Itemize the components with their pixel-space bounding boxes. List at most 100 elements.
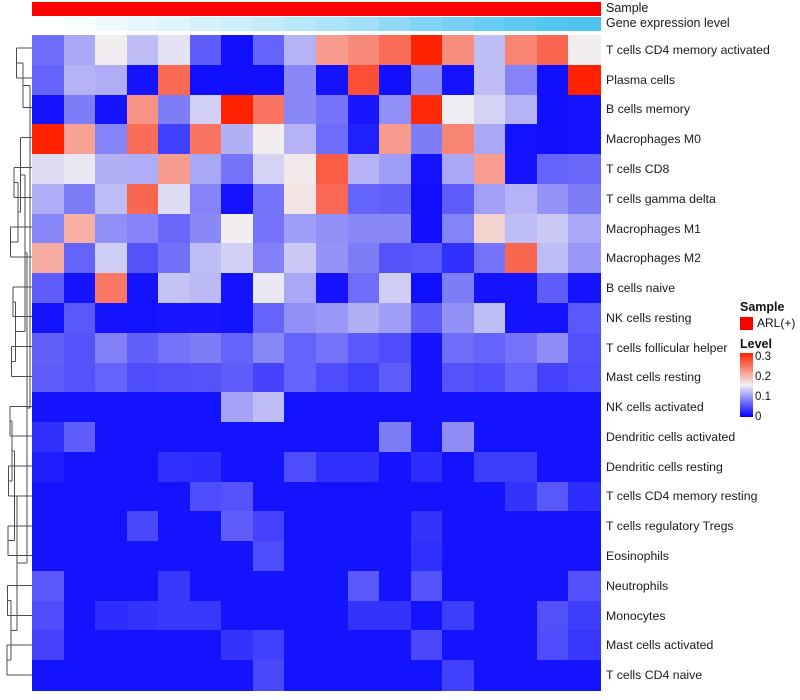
annotation-cell-gene-expression — [379, 17, 412, 31]
heatmap-cell — [158, 451, 191, 483]
heatmap-cell — [284, 660, 317, 691]
dendrogram-svg — [6, 47, 32, 676]
heatmap-cell — [95, 273, 128, 304]
annotation-bar-gene-expression — [32, 17, 601, 31]
annotation-cell-sample — [442, 2, 475, 16]
heatmap-row-label: T cells CD4 memory activated — [606, 42, 770, 57]
heatmap-cell — [32, 451, 65, 483]
heatmap-cell — [32, 422, 65, 453]
heatmap-cell — [347, 183, 380, 215]
heatmap-cell — [473, 541, 506, 572]
heatmap-cell — [221, 630, 254, 661]
heatmap-cell — [95, 332, 128, 364]
heatmap-cell — [410, 124, 443, 155]
heatmap-cell — [284, 570, 317, 602]
heatmap-cell — [189, 541, 222, 572]
heatmap-cell — [473, 332, 506, 364]
heatmap-row-label: Macrophages M0 — [606, 132, 702, 147]
heatmap-cell — [505, 481, 538, 512]
heatmap-cell — [284, 511, 317, 542]
heatmap-cell — [568, 451, 601, 483]
heatmap-cell — [63, 600, 96, 632]
heatmap-cell — [505, 511, 538, 542]
heatmap-cell — [442, 94, 475, 125]
heatmap-cell — [158, 94, 191, 125]
heatmap-cell — [347, 243, 380, 274]
heatmap-cell — [126, 124, 159, 155]
heatmap-cell — [63, 541, 96, 572]
annotation-cell-sample — [32, 2, 65, 16]
heatmap-cell — [379, 273, 412, 304]
heatmap-cell — [32, 570, 65, 602]
heatmap-cell — [410, 570, 443, 602]
heatmap-cell — [284, 124, 317, 155]
heatmap-cell — [410, 35, 443, 66]
heatmap-row-label: Monocytes — [606, 608, 666, 623]
heatmap-cell — [505, 570, 538, 602]
heatmap-cell — [379, 541, 412, 572]
heatmap-cell — [63, 392, 96, 423]
heatmap-cell — [536, 273, 570, 304]
heatmap-cell — [442, 35, 475, 66]
heatmap-cell — [347, 511, 380, 542]
heatmap-cell — [347, 630, 380, 661]
heatmap-cell — [473, 660, 506, 691]
heatmap-row-label: NK cells activated — [606, 400, 704, 415]
heatmap-cell — [473, 94, 506, 125]
legend-panel: Sample ARL(+) Level 0.3 0.2 0.1 0 — [740, 300, 800, 423]
heatmap-cell — [379, 302, 412, 334]
heatmap-row-label: T cells regulatory Tregs — [606, 519, 734, 534]
heatmap-cell — [410, 451, 443, 483]
heatmap-cell — [442, 302, 475, 334]
heatmap-cell — [442, 422, 475, 453]
heatmap-cell — [126, 302, 159, 334]
heatmap-cell — [158, 630, 191, 661]
heatmap-cell — [158, 600, 191, 632]
heatmap-row-label: Macrophages M2 — [606, 251, 702, 266]
annotation-cell-gene-expression — [505, 17, 538, 31]
heatmap-cell — [410, 273, 443, 304]
heatmap-cell — [95, 600, 128, 632]
heatmap-cell — [442, 243, 475, 274]
heatmap-cell — [252, 392, 286, 423]
heatmap-cell — [95, 124, 128, 155]
heatmap-cell — [126, 94, 159, 125]
heatmap-cell — [410, 154, 443, 185]
heatmap-cell — [63, 35, 96, 66]
heatmap-cell — [473, 481, 506, 512]
heatmap-cell — [473, 183, 506, 215]
annotation-cell-gene-expression — [126, 17, 159, 31]
heatmap-cell — [505, 243, 538, 274]
heatmap-cell — [126, 362, 159, 393]
heatmap-cell — [95, 541, 128, 572]
heatmap-cell — [473, 392, 506, 423]
heatmap-cell — [63, 630, 96, 661]
heatmap-cell — [410, 213, 443, 244]
heatmap-cell — [252, 302, 286, 334]
heatmap-cell — [536, 660, 570, 691]
heatmap-cell — [284, 35, 317, 66]
heatmap-cell — [568, 600, 601, 632]
legend-colorbar-tick: 0.2 — [755, 371, 771, 384]
heatmap-cell — [379, 35, 412, 66]
heatmap-cell — [32, 183, 65, 215]
heatmap-row-label: Plasma cells — [606, 72, 676, 87]
heatmap-cell — [32, 35, 65, 66]
heatmap-cell — [252, 362, 286, 393]
heatmap-cell — [32, 124, 65, 155]
heatmap-cell — [252, 541, 286, 572]
heatmap-cell — [568, 362, 601, 393]
heatmap-cell — [442, 124, 475, 155]
heatmap-cell — [158, 570, 191, 602]
heatmap-cell — [410, 64, 443, 96]
heatmap-cell — [284, 273, 317, 304]
heatmap-cell — [379, 660, 412, 691]
heatmap-row-labels: T cells CD4 memory activated Plasma cells… — [606, 35, 770, 690]
heatmap-cell — [473, 273, 506, 304]
annotation-cell-gene-expression — [95, 17, 128, 31]
heatmap-cell — [379, 213, 412, 244]
heatmap-cell — [63, 362, 96, 393]
annotation-cell-sample — [221, 2, 254, 16]
heatmap-cell — [347, 481, 380, 512]
annotation-cell-sample — [284, 2, 317, 16]
